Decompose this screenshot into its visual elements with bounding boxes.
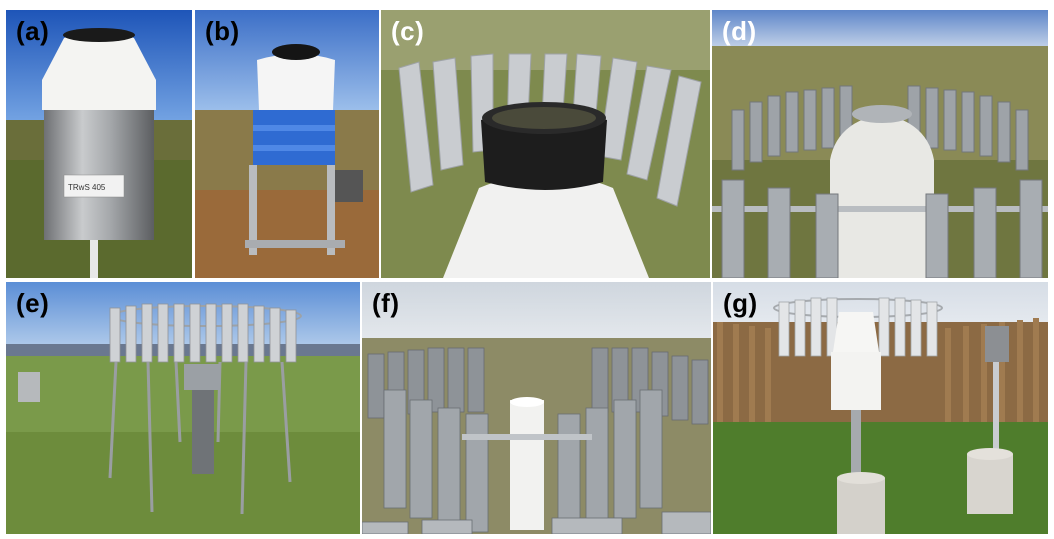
gauge-model-text: TRwS 405 bbox=[68, 183, 106, 192]
panel-label-d: (d) bbox=[722, 16, 757, 46]
photo-panel-a: TRwS 405 (a) bbox=[6, 10, 192, 278]
panel-label-c: (c) bbox=[391, 16, 425, 46]
panel-label-f: (f) bbox=[372, 288, 400, 318]
gauge-orifice-closeup-photo bbox=[381, 10, 710, 278]
alter-shield-field-photo bbox=[6, 282, 360, 534]
panel-label-e: (e) bbox=[16, 288, 50, 318]
panel-label-g: (g) bbox=[723, 288, 758, 318]
photo-panel-d: (d) bbox=[712, 10, 1048, 278]
double-fence-shield-photo bbox=[362, 282, 711, 534]
photo-panel-e: (e) bbox=[6, 282, 360, 534]
fenced-gauges-photo bbox=[713, 282, 1048, 534]
photo-panel-b: (b) bbox=[195, 10, 379, 278]
precipitation-gauge-photo: TRwS 405 bbox=[6, 10, 192, 278]
weighing-gauge-photo bbox=[195, 10, 379, 278]
wind-shield-gauge-photo bbox=[712, 10, 1048, 278]
panel-label-a: (a) bbox=[16, 16, 50, 46]
photo-panel-g: (g) bbox=[713, 282, 1048, 534]
photo-panel-c: (c) bbox=[381, 10, 710, 278]
photo-panel-f: (f) bbox=[362, 282, 711, 534]
panel-label-b: (b) bbox=[205, 16, 240, 46]
